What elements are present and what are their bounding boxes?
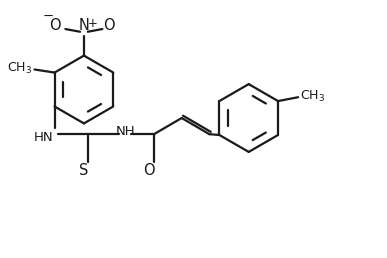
Text: −: − — [43, 10, 54, 23]
Text: CH$_3$: CH$_3$ — [300, 89, 325, 104]
Text: O: O — [49, 18, 60, 33]
Text: +: + — [87, 17, 97, 30]
Text: N: N — [79, 18, 89, 33]
Text: NH: NH — [116, 125, 135, 138]
Text: CH$_3$: CH$_3$ — [7, 61, 32, 76]
Text: HN: HN — [34, 131, 53, 144]
Text: O: O — [144, 163, 155, 178]
Text: O: O — [103, 18, 115, 33]
Text: S: S — [79, 163, 89, 178]
